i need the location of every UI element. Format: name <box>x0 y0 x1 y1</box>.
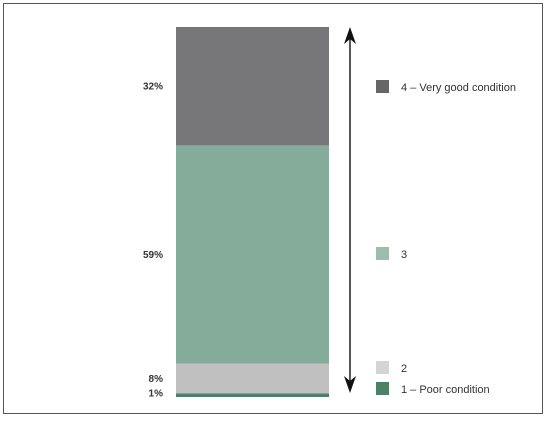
bar-segment-2 <box>176 363 329 394</box>
bar-segment-4 <box>176 27 329 146</box>
legend-label-2: 3 <box>401 249 407 261</box>
value-label-1: 1% <box>149 389 164 400</box>
legend-label-1: 4 – Very good condition <box>401 82 516 94</box>
legend-label-3: 2 <box>401 363 407 375</box>
arrow-head-down-icon <box>344 376 356 393</box>
bar-segment-1 <box>176 393 329 397</box>
legend-swatch-2 <box>376 247 389 260</box>
legend-swatch-4 <box>376 382 389 395</box>
legend-swatch-3 <box>376 361 389 374</box>
value-label-4: 32% <box>143 82 163 93</box>
arrow-head-up-icon <box>344 27 356 44</box>
value-label-2: 8% <box>149 374 164 385</box>
legend-swatch-1 <box>376 80 389 93</box>
value-label-3: 59% <box>143 250 163 261</box>
bar-segment-3 <box>176 145 329 364</box>
legend-label-4: 1 – Poor condition <box>401 384 490 396</box>
